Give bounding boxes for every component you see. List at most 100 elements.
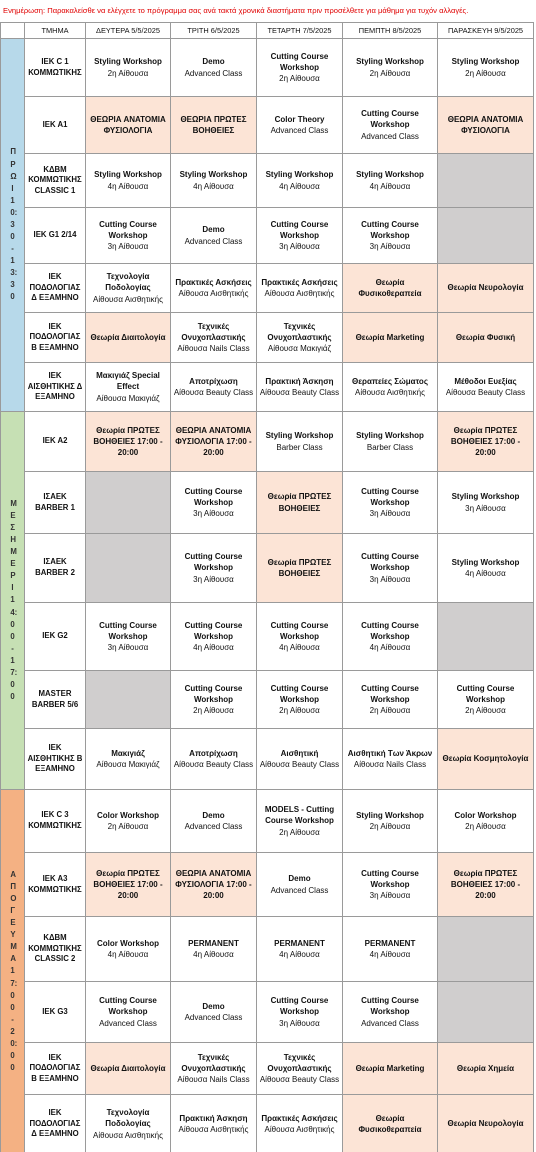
- class-title: Θεωρία ΠΡΩΤΕΣ ΒΟΗΘΕΙΕΣ 17:00 - 20:00: [93, 868, 163, 901]
- schedule-row: ΚΔΒΜ ΚΟΜΜΩΤΙΚΗΣ CLASSIC 1 Styling Worksho…: [1, 153, 534, 208]
- class-title: Θεωρία Φυσική: [455, 332, 516, 342]
- class-title: Τεχνικές Ονυχοπλαστικής: [267, 1052, 332, 1073]
- class-cell: Color Workshop 2η Αίθουσα: [437, 789, 534, 853]
- class-title: Cutting Course Workshop: [270, 219, 329, 240]
- schedule-row: ΙΕΚ ΠΟΔΟΛΟΓΙΑΣ Β ΕΞΑΜΗΝΟ Θεωρία Διαιτολογ…: [1, 1042, 534, 1095]
- class-title: Cutting Course Workshop: [184, 552, 243, 573]
- column-header: ΠΑΡΑΣΚΕΥΗ 9/5/2025: [437, 22, 534, 39]
- class-title: PERMANENT: [274, 938, 325, 948]
- period-label: ΠΡΩΙ 10:30 - 13:30: [10, 147, 18, 302]
- group-cell: ΙΕΚ C 3 ΚΟΜΜΩΤΙΚΗΣ: [24, 789, 86, 853]
- class-title: Θεωρία ΠΡΩΤΕΣ ΒΟΗΘΕΙΕΣ 17:00 - 20:00: [450, 868, 521, 901]
- class-room: 2η Αίθουσα: [279, 706, 320, 716]
- class-room: Advanced Class: [270, 126, 329, 135]
- class-cell: Demo Advanced Class: [170, 789, 257, 853]
- class-title: Cutting Course Workshop: [270, 51, 329, 72]
- class-cell: Cutting Course Workshop Advanced Class: [342, 981, 438, 1043]
- class-room: Αίθουσα Nails Class: [353, 760, 427, 769]
- class-title: Θεωρία ΠΡΩΤΕΣ ΒΟΗΘΕΙΕΣ 17:00 - 20:00: [450, 425, 521, 458]
- class-title: Color Workshop: [96, 810, 160, 820]
- class-cell: Αποτρίχωση Αίθουσα Beauty Class: [170, 728, 257, 790]
- class-room: 2η Αίθουσα: [465, 68, 506, 78]
- class-room: 4η Αίθουσα: [193, 643, 234, 653]
- class-title: Cutting Course Workshop: [270, 683, 329, 704]
- class-room: Advanced Class: [184, 822, 243, 831]
- schedule-row: ΙΕΚ ΠΟΔΟΛΟΓΙΑΣ Β ΕΞΑΜΗΝΟ Θεωρία Διαιτολογ…: [1, 312, 534, 363]
- class-room: Αίθουσα Μακιγιάζ: [267, 344, 332, 354]
- class-cell: Θεωρία Διαιτολογία: [85, 1042, 171, 1095]
- class-room: 4η Αίθουσα: [193, 950, 234, 959]
- class-cell: Τεχνικές Ονυχοπλαστικής Αίθουσα Beauty Cl…: [256, 1042, 343, 1095]
- class-title: Θεωρία Φυσικοθεραπεία: [358, 277, 422, 298]
- class-room: 3η Αίθουσα: [369, 574, 411, 584]
- class-title: Styling Workshop: [179, 170, 248, 180]
- class-room: Barber Class: [366, 442, 414, 452]
- class-title: Θεωρία Νευρολογία: [447, 1119, 524, 1129]
- class-room: Αίθουσα Beauty Class: [445, 388, 526, 397]
- column-header: ΤΕΤΑΡΤΗ 7/5/2025: [256, 22, 343, 39]
- class-room: 2η Αίθουσα: [369, 822, 411, 831]
- schedule-row: ΙΣΑΕΚ BARBER 1 Cutting Course Workshop 3η …: [1, 471, 534, 534]
- class-room: Αίθουσα Αισθητικής: [264, 289, 335, 298]
- class-title: Cutting Course Workshop: [99, 620, 157, 641]
- class-cell: Τεχνολογία Ποδολογίας Αίθουσα Αισθητικής: [85, 1094, 171, 1152]
- class-title: Πρακτικές Ασκήσεις: [261, 1113, 338, 1123]
- class-title: Demo: [288, 874, 311, 884]
- class-title: PERMANENT: [364, 938, 416, 948]
- class-cell: Styling Workshop 2η Αίθουσα: [85, 38, 171, 97]
- class-cell: Cutting Course Workshop 2η Αίθουσα: [437, 670, 534, 729]
- class-cell: Θεωρία Κοσμητολογία: [437, 728, 534, 790]
- class-title: Θεωρία Κοσμητολογία: [442, 754, 529, 764]
- class-title: Πρακτικές Ασκήσεις: [261, 277, 338, 287]
- group-cell: ΙΣΑΕΚ BARBER 2: [24, 533, 86, 603]
- class-room: 2η Αίθουσα: [279, 827, 320, 837]
- schedule-row: ΙΕΚ Α3 ΚΟΜΜΩΤΙΚΗΣ Θεωρία ΠΡΩΤΕΣ ΒΟΗΘΕΙΕΣ …: [1, 852, 534, 917]
- class-cell: Demo Advanced Class: [256, 852, 343, 917]
- class-room: Advanced Class: [361, 1018, 419, 1028]
- class-cell: Cutting Course Workshop 3η Αίθουσα: [342, 533, 438, 603]
- class-cell: Demo Advanced Class: [170, 38, 257, 97]
- group-cell: ΙΕΚ G2: [24, 602, 86, 671]
- class-cell: Πρακτικές Ασκήσεις Αίθουσα Αισθητικής: [256, 263, 343, 313]
- class-cell: Styling Workshop 4η Αίθουσα: [170, 153, 257, 208]
- class-room: 4η Αίθουσα: [107, 950, 149, 959]
- class-cell: Color Workshop 4η Αίθουσα: [85, 916, 171, 982]
- class-cell: Cutting Course Workshop Advanced Class: [85, 981, 171, 1043]
- class-title: Cutting Course Workshop: [361, 219, 419, 240]
- class-room: 4η Αίθουσα: [193, 181, 234, 191]
- class-cell: Αποτρίχωση Αίθουσα Beauty Class: [170, 362, 257, 412]
- class-title: Αισθητική Των Άκρων: [347, 748, 433, 758]
- class-title: Μακιγιάζ: [111, 748, 145, 758]
- class-cell: Τεχνικές Ονυχοπλαστικής Αίθουσα Μακιγιάζ: [256, 312, 343, 363]
- schedule-row: ΙΣΑΕΚ BARBER 2 Cutting Course Workshop 3η …: [1, 533, 534, 603]
- class-cell: Θεωρία ΠΡΩΤΕΣ ΒΟΗΘΕΙΕΣ: [256, 471, 343, 534]
- class-cell: Demo Advanced Class: [170, 981, 257, 1043]
- class-cell: Styling Workshop 4η Αίθουσα: [85, 153, 171, 208]
- class-cell: Αισθητική Των Άκρων Αίθουσα Nails Class: [342, 728, 438, 790]
- class-cell: [437, 916, 534, 982]
- schedule-row: ΚΔΒΜ ΚΟΜΜΩΤΙΚΗΣ CLASSIC 2 Color Workshop 4…: [1, 916, 534, 982]
- group-cell: ΙΕΚ ΑΙΣΘΗΤΙΚΗΣ Δ ΕΞΑΜΗΝΟ: [24, 362, 86, 412]
- column-header: ΔΕΥΤΕΡΑ 5/5/2025: [85, 22, 171, 39]
- class-room: Αίθουσα Beauty Class: [173, 388, 254, 397]
- class-title: ΘΕΩΡΙΑ ΑΝΑΤΟΜΙΑ ΦΥΣΙΟΛΟΓΙΑ 17:00 - 20:00: [175, 868, 252, 901]
- class-room: 3η Αίθουσα: [279, 242, 320, 252]
- corner-cell: [0, 22, 25, 39]
- class-title: Πρακτικές Ασκήσεις: [175, 277, 252, 287]
- class-title: Cutting Course Workshop: [99, 219, 157, 240]
- class-room: Αίθουσα Αισθητικής: [93, 294, 163, 304]
- class-cell: Demo Advanced Class: [170, 207, 257, 264]
- class-title: Θεωρία ΠΡΩΤΕΣ ΒΟΗΘΕΙΕΣ: [267, 492, 332, 513]
- class-title: Cutting Course Workshop: [361, 486, 419, 507]
- class-title: Cutting Course Workshop: [361, 868, 419, 889]
- class-cell: Cutting Course Workshop Advanced Class: [342, 96, 438, 154]
- class-room: 3η Αίθουσα: [107, 242, 149, 252]
- class-room: Αίθουσα Αισθητικής: [93, 1130, 163, 1140]
- class-cell: [85, 670, 171, 729]
- class-title: Μακιγιάζ Special Effect: [96, 371, 160, 392]
- class-cell: Θεωρία Marketing: [342, 312, 438, 363]
- class-room: 4η Αίθουσα: [369, 643, 411, 653]
- class-title: Θεωρία Marketing: [355, 332, 425, 342]
- period-cell: ΑΠΟΓΕΥΜΑ 17:00 - 20:00: [0, 789, 25, 1152]
- class-cell: Πρακτική Άσκηση Αίθουσα Beauty Class: [256, 362, 343, 412]
